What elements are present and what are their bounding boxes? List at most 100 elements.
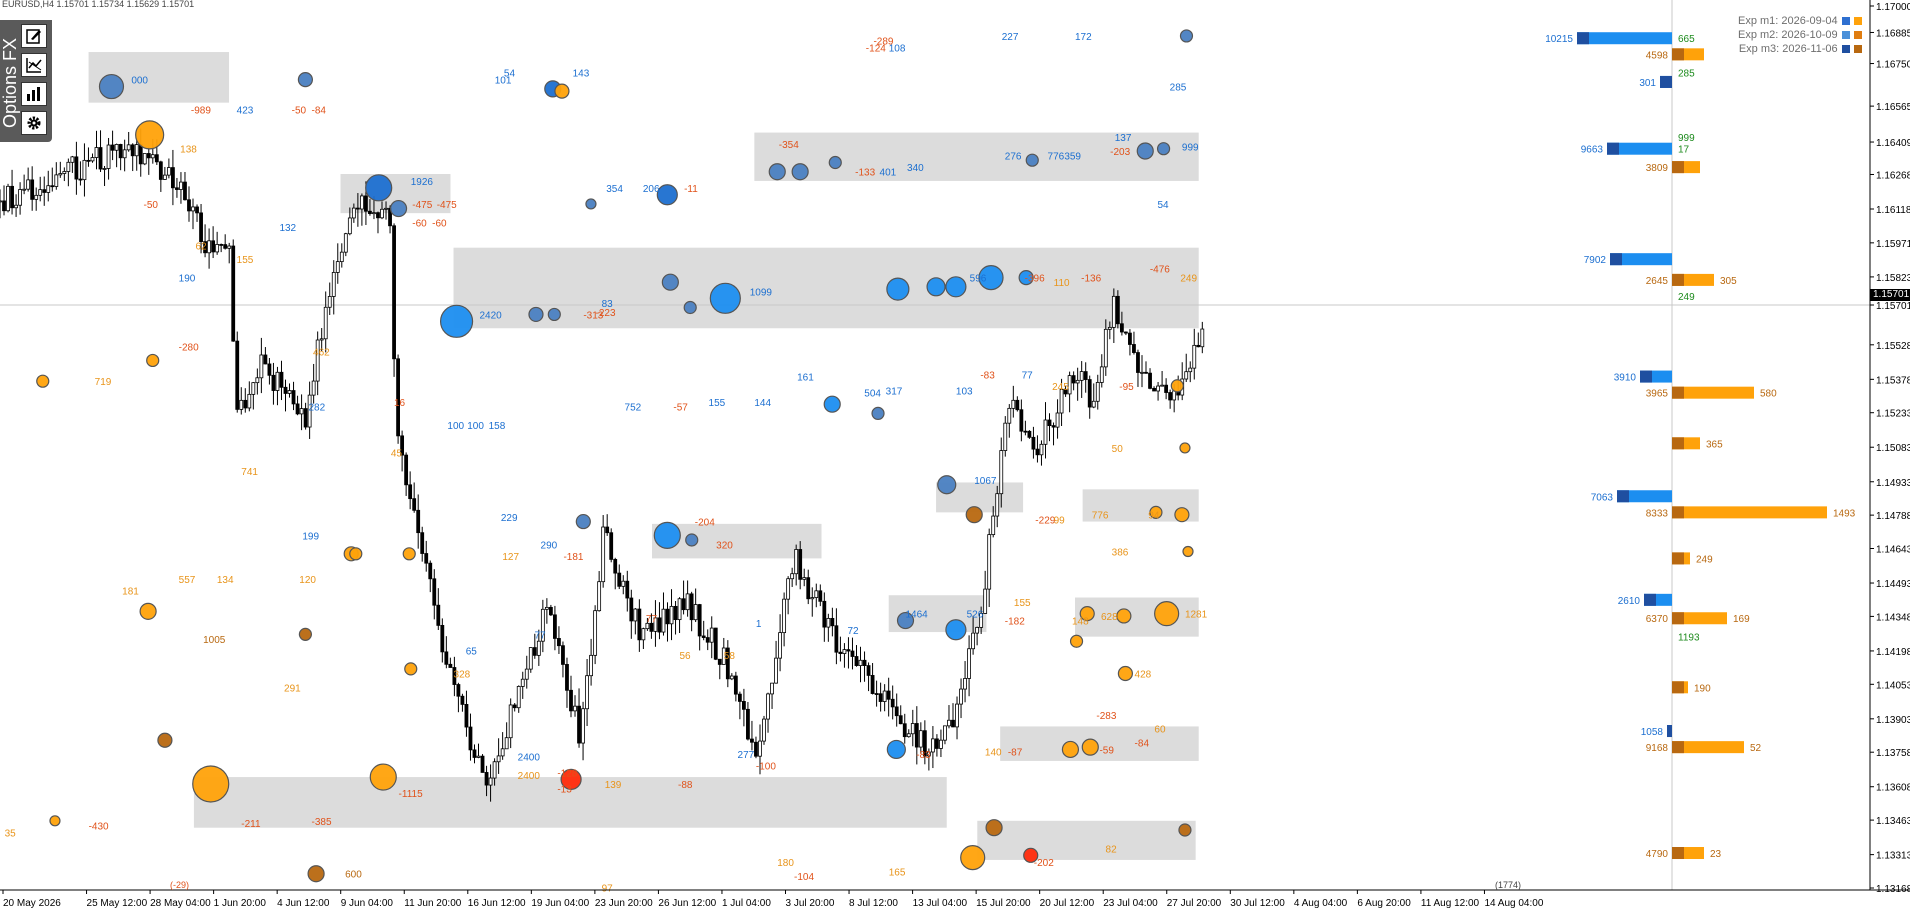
candle-body [701, 635, 706, 638]
oi-bubble [683, 300, 697, 315]
candle-body [898, 715, 903, 725]
candle-body [90, 157, 95, 162]
candle-body [1144, 371, 1148, 374]
candle-body [725, 647, 730, 680]
options-fx-title: Options FX [0, 37, 20, 129]
candle-body [1107, 326, 1112, 330]
candle-body [179, 181, 183, 190]
put-oi-bar-segment [1672, 681, 1684, 694]
candle-body [613, 558, 618, 574]
legend-swatch [1853, 45, 1862, 53]
candle-body [1003, 422, 1008, 451]
candle-body [171, 167, 175, 189]
oi-bubble [36, 374, 50, 388]
strike-label: -475 [412, 200, 432, 211]
price-zone [652, 523, 822, 559]
candle-body [335, 261, 340, 273]
strike-label: -223 [596, 308, 616, 319]
candle-body [102, 168, 107, 170]
strike-label: -280 [179, 343, 199, 354]
strike-label: 2420 [479, 310, 502, 321]
candle-body [762, 718, 766, 742]
oi-bubble [192, 765, 230, 803]
time-tick-label: 23 Jun 20:00 [595, 898, 653, 909]
strike-label: 290 [541, 541, 558, 552]
strike-label: -128 [557, 768, 577, 779]
candle-body [1075, 379, 1080, 384]
strike-label: -229 [1035, 515, 1055, 526]
time-tick-label: 1 Jun 20:00 [214, 898, 267, 909]
candle-body [492, 761, 497, 779]
oi-bubble [1117, 665, 1133, 682]
candle-body [78, 178, 83, 181]
candle-body [122, 149, 127, 159]
candle-body [1059, 389, 1064, 414]
oi-bubble [1178, 823, 1192, 837]
candle-body [665, 608, 670, 625]
candle-body [798, 549, 803, 580]
candle-body [565, 664, 569, 691]
candle-body [1184, 371, 1189, 380]
candle-body [110, 144, 115, 151]
oi-bubble [157, 732, 173, 748]
strike-label: -289 [873, 37, 893, 48]
candle-body [106, 144, 111, 169]
price-tick-label: 1.13313 [1876, 851, 1910, 862]
candle-body [633, 608, 638, 622]
call-oi-bar-segment [1577, 32, 1589, 45]
candle-body [581, 708, 585, 744]
oi-bubble [661, 273, 679, 291]
candle-body [1119, 323, 1124, 333]
candle-body [347, 217, 352, 235]
oi-bubble [585, 198, 597, 210]
candle-body [331, 272, 336, 297]
candle-body [6, 185, 10, 212]
time-tick-label: 9 Jun 04:00 [341, 898, 394, 909]
strike-label: -50 [144, 200, 159, 211]
candle-body [428, 562, 433, 580]
candle-body [62, 171, 67, 174]
put-oi-bar-segment [1672, 506, 1684, 519]
strike-label: 155 [1014, 598, 1031, 609]
candle-body [657, 617, 662, 633]
candle-body [94, 147, 99, 158]
oi-bubble [965, 506, 983, 524]
candle-body [673, 605, 678, 621]
legend-label: Exp m2: 2026-10-09 [1738, 29, 1838, 41]
strike-label: 199 [302, 531, 319, 542]
candle-body [717, 658, 722, 665]
candle-body [484, 772, 489, 786]
oi-bubble [828, 155, 842, 170]
candle-body [58, 173, 63, 176]
time-tick-label: 20 May 2026 [3, 898, 61, 909]
candle-body [464, 704, 469, 728]
settings-button[interactable] [21, 111, 47, 135]
strike-label: 245 [1052, 382, 1069, 393]
chart-line-button[interactable] [21, 53, 47, 77]
oi-bubble [1156, 142, 1171, 156]
edit-button[interactable] [21, 24, 47, 48]
candle-body [508, 704, 513, 739]
candle-body [460, 695, 465, 705]
strike-label: 120 [299, 575, 316, 586]
strike-label: 94 [1148, 511, 1160, 522]
strike-label: 108 [889, 43, 906, 54]
candle-body [42, 189, 47, 193]
candle-body [810, 597, 815, 600]
call-oi-value: 3910 [1614, 373, 1637, 384]
candle-body [661, 608, 666, 633]
strike-label: 83 [602, 299, 614, 310]
bar-chart-button[interactable] [21, 82, 47, 106]
strike-label: 127 [502, 552, 519, 563]
strike-label: -283 [1096, 711, 1116, 722]
time-tick-label: 4 Jun 12:00 [277, 898, 330, 909]
candle-body [134, 144, 139, 157]
candle-body [850, 650, 855, 657]
candle-body [1111, 295, 1116, 328]
candle-body [243, 399, 248, 409]
oi-change-value: 169 [1733, 614, 1750, 625]
candle-body [1051, 425, 1056, 428]
candle-body [516, 686, 521, 709]
candle-body [597, 581, 602, 612]
